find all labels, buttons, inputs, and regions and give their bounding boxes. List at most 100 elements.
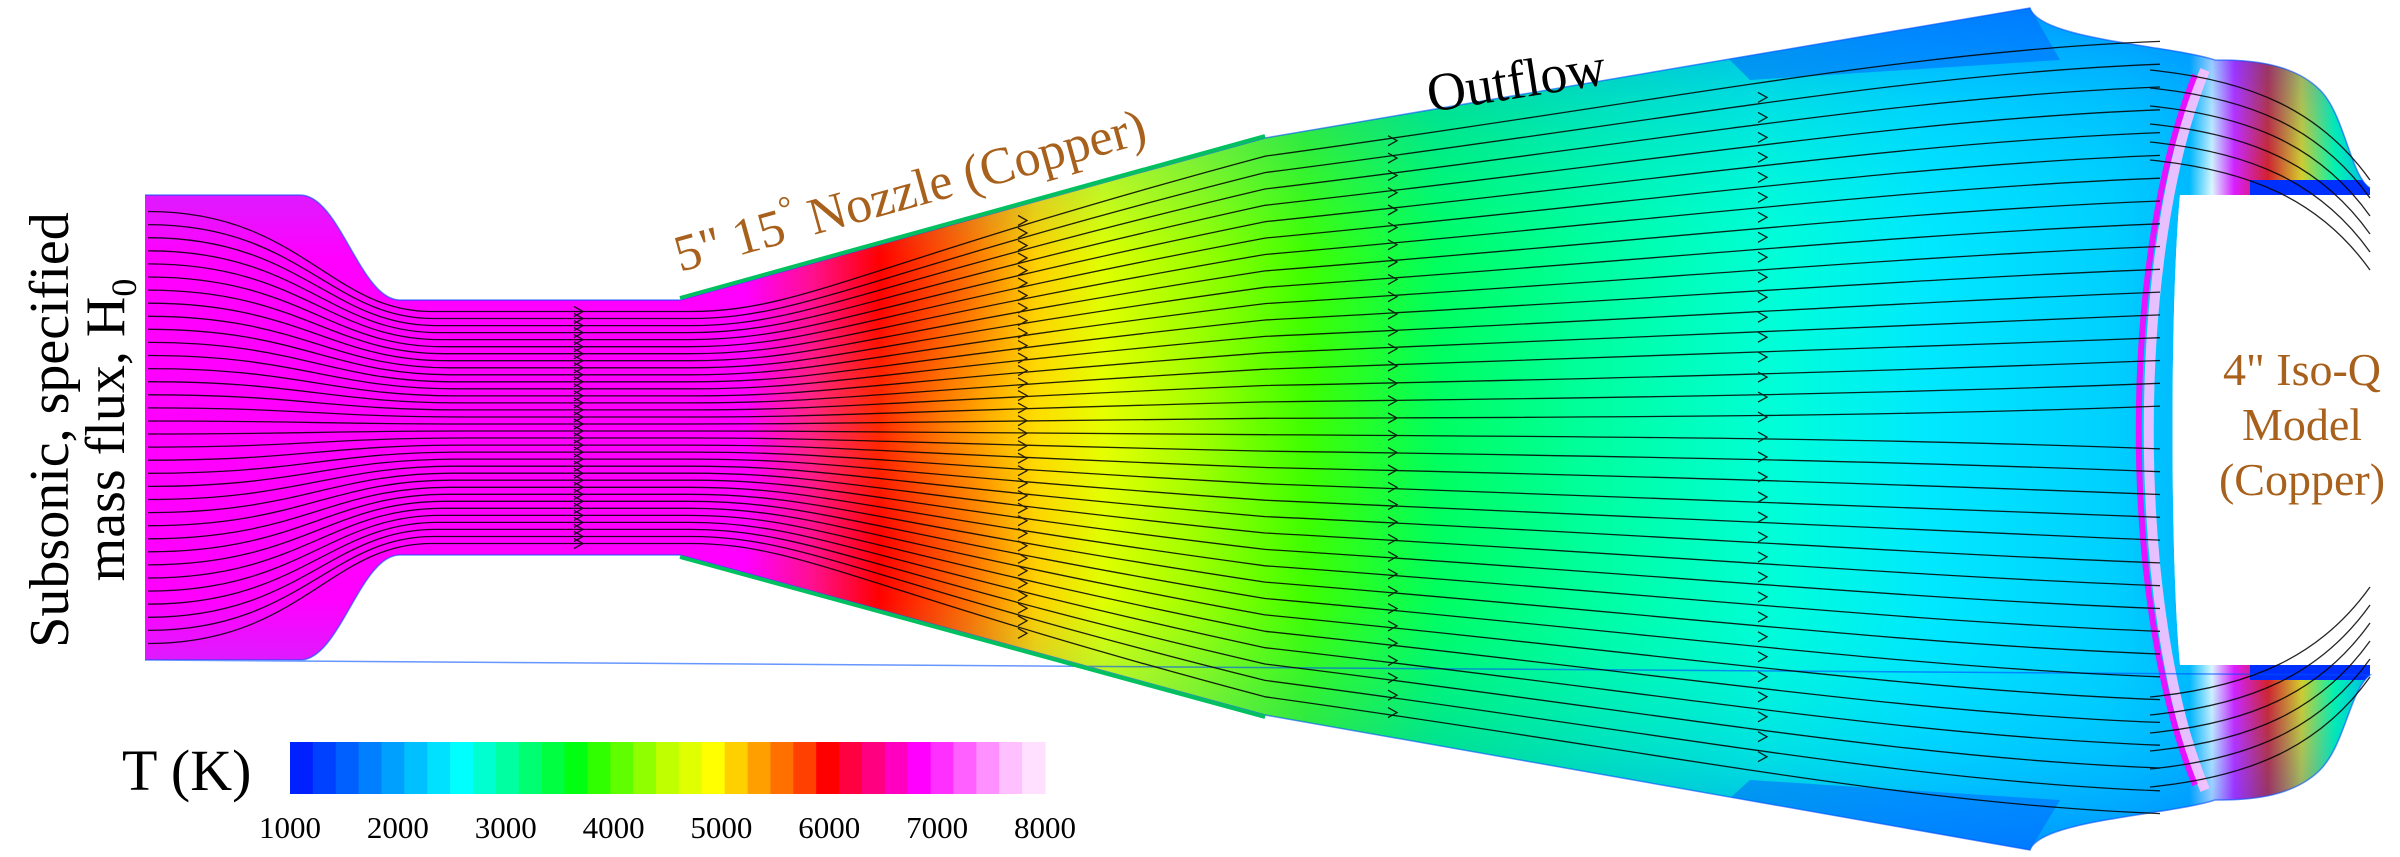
colorbar-tick-label: 2000 xyxy=(367,810,429,845)
streamline xyxy=(147,493,2161,655)
streamline xyxy=(2149,87,2371,199)
streamline xyxy=(147,465,2161,564)
streamline-arrow xyxy=(1757,511,1769,523)
streamline-arrow xyxy=(1387,239,1399,251)
streamline-arrow xyxy=(1017,527,1029,539)
nozzle-wall-bottom xyxy=(679,555,1266,719)
colorbar-swatch xyxy=(930,742,955,794)
streamline xyxy=(2149,604,2371,716)
streamline-arrow xyxy=(1757,431,1769,443)
streamline xyxy=(2149,123,2371,235)
streamline xyxy=(2149,159,2371,271)
streamline-arrow xyxy=(1017,552,1029,564)
streamline-arrow xyxy=(1017,252,1029,264)
streamline-arrow xyxy=(1757,591,1769,603)
streamline-arrow xyxy=(1017,490,1029,502)
streamline-arrow xyxy=(1017,315,1029,327)
svg-text:mass flux, H0: mass flux, H0 xyxy=(75,279,144,582)
streamline-arrow xyxy=(1387,204,1399,216)
streamline-arrow xyxy=(1017,340,1029,352)
colorbar-swatch xyxy=(427,742,451,794)
model-label-line1: 4" Iso-Q xyxy=(2223,344,2381,395)
streamline xyxy=(147,131,2161,341)
streamline-arrow xyxy=(1017,352,1029,364)
colorbar-swatch xyxy=(999,742,1023,794)
streamline-arrow xyxy=(1017,239,1029,252)
streamline xyxy=(147,514,2161,724)
streamline xyxy=(147,177,2161,355)
streamline-arrow xyxy=(1757,171,1769,183)
streamline-arrow xyxy=(1387,429,1399,441)
colorbar-swatch xyxy=(404,742,428,794)
streamline xyxy=(147,479,2161,610)
streamline-arrow xyxy=(1387,395,1399,407)
streamline-arrow xyxy=(1757,551,1769,563)
streamline-arrow xyxy=(1387,135,1399,147)
streamline-arrow xyxy=(1387,707,1399,719)
temperature-contour xyxy=(145,8,2370,850)
streamline-arrow xyxy=(1017,590,1029,602)
model-label: 4" Iso-Q Model (Copper) xyxy=(2219,344,2385,505)
streamline xyxy=(2149,105,2371,217)
streamline xyxy=(2149,141,2371,253)
colorbar-swatch xyxy=(358,742,383,794)
streamline-arrow xyxy=(1017,327,1029,339)
colorbar-swatch xyxy=(495,742,520,794)
iso-q-model-body xyxy=(2172,195,2400,665)
nozzle-wall-top xyxy=(679,134,1266,300)
streamline-arrow xyxy=(1387,273,1399,285)
streamline-arrow xyxy=(1387,620,1399,632)
streamline-arrow xyxy=(1017,402,1029,414)
streamline-arrow xyxy=(1387,412,1399,424)
streamline xyxy=(2149,658,2371,770)
colorbar-swatch xyxy=(816,742,840,794)
streamline-arrow xyxy=(1017,502,1029,514)
colorbar-swatch xyxy=(678,742,703,794)
colorbar-swatch xyxy=(518,742,543,794)
streamline-arrow xyxy=(1387,343,1399,355)
bow-shock-layer xyxy=(2143,68,2210,792)
streamline xyxy=(147,444,2161,496)
streamline xyxy=(147,437,2161,473)
colorbar-swatch xyxy=(953,742,977,794)
streamline-arrow xyxy=(1757,251,1769,263)
streamline-arrow xyxy=(1017,540,1029,552)
colorbar-swatch xyxy=(450,742,474,794)
inflow-label: Subsonic, specified mass flux, H0 xyxy=(19,212,144,647)
streamline-arrow xyxy=(1387,499,1399,511)
streamline-arrow xyxy=(1757,131,1769,143)
streamline-arrow xyxy=(1757,571,1769,583)
colorbar-tick-label: 8000 xyxy=(1014,810,1076,845)
streamline xyxy=(2149,622,2371,734)
streamline-arrow xyxy=(1387,169,1399,181)
colorbar-tick-label: 7000 xyxy=(906,810,968,845)
streamline-arrow xyxy=(1017,577,1029,589)
streamline xyxy=(147,542,2161,815)
streamline xyxy=(147,486,2161,632)
colorbar-swatch xyxy=(907,742,932,794)
colorbar-swatch xyxy=(701,742,726,794)
colorbar-swatch xyxy=(793,742,817,794)
streamline-arrow xyxy=(1017,515,1029,527)
streamline-arrow xyxy=(1757,631,1769,643)
streamline-arrow xyxy=(1757,731,1769,743)
streamline xyxy=(147,63,2161,320)
streamline-arrow xyxy=(1017,627,1029,639)
streamline-arrow xyxy=(1017,377,1029,389)
colorbar-swatches xyxy=(290,742,1046,794)
streamline-arrow xyxy=(1387,221,1399,233)
streamline-arrow xyxy=(1757,351,1769,363)
streamline xyxy=(147,223,2161,369)
streamline-arrow xyxy=(1017,289,1029,302)
streamline xyxy=(147,500,2161,678)
streamlines xyxy=(147,40,2371,815)
streamline-arrow xyxy=(1387,360,1399,372)
streamline-arrow xyxy=(1387,325,1399,337)
inflow-label-line2: mass flux, H xyxy=(75,297,137,582)
streamline-arrow xyxy=(1387,637,1399,649)
colorbar-swatch xyxy=(976,742,1000,794)
streamline-arrow xyxy=(1387,308,1399,320)
streamline-arrow xyxy=(1757,611,1769,623)
streamline-arrow xyxy=(1387,689,1399,701)
streamline-arrow xyxy=(1017,264,1029,277)
